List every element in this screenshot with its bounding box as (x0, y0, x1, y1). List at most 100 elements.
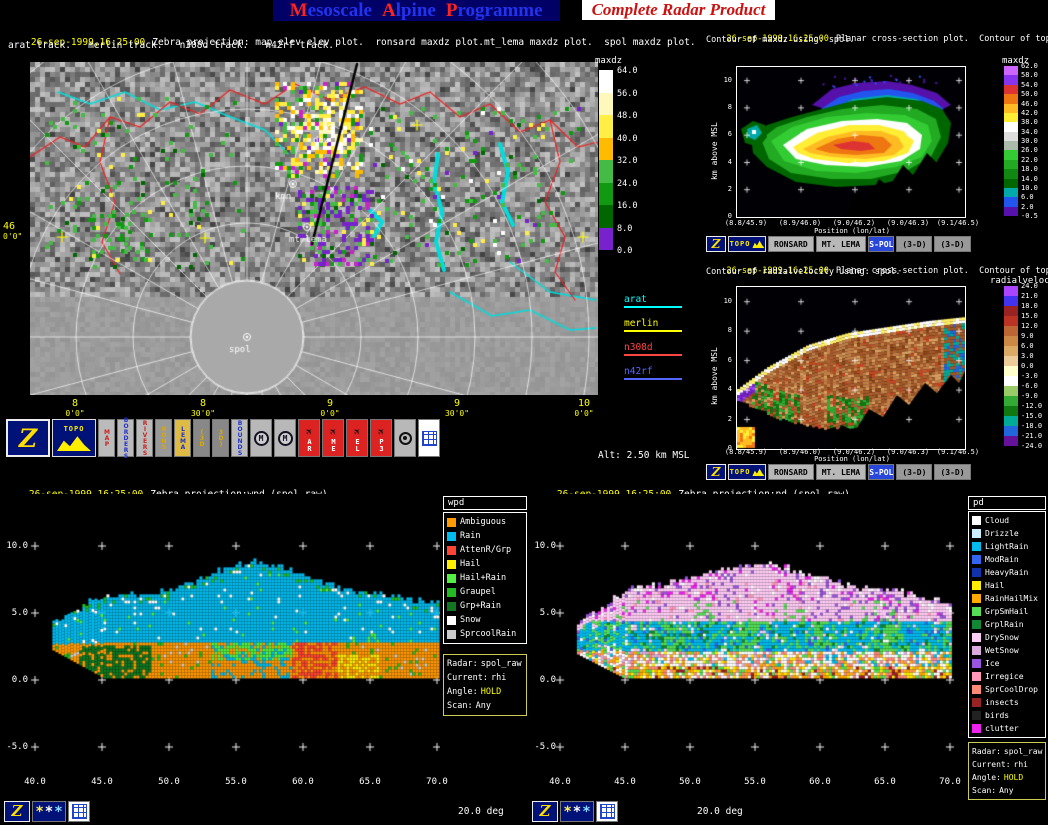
xsec-maxdz-button-zebra[interactable]: Z (706, 236, 726, 252)
button-label: 3D) (217, 429, 225, 447)
map-toolbar-button-3d-close[interactable]: 3D) (212, 419, 229, 457)
xsec-velocity-button-topo[interactable]: TOPO (728, 464, 766, 480)
map-toolbar-button-topo[interactable]: TOPO (52, 419, 96, 457)
xsec-velocity-button-s-pol[interactable]: S-POL (868, 464, 895, 480)
xsec-velocity-button-zebra[interactable]: Z (706, 464, 726, 480)
map-toolbar-button-borders[interactable]: BORDERS (117, 417, 134, 459)
wpd-x-tick: 55.0 (225, 777, 247, 787)
wpd-status-angle: Angle: HOLD (447, 685, 523, 699)
xsec-maxdz-colorbar (1004, 66, 1018, 216)
xsec-velocity-button-ronsard[interactable]: RONSARD (768, 464, 814, 480)
app-title: Mesoscale Alpine Programme (272, 0, 560, 21)
wpd-button-zebra[interactable]: Z (4, 801, 30, 822)
map-toolbar-button-track-merlin[interactable]: ✈ ME (322, 419, 344, 457)
map-toolbar-button-rons[interactable]: RONS (155, 419, 172, 457)
title-word: Mesoscale (290, 0, 372, 21)
legend-swatch (972, 672, 981, 681)
wpd-button-grid[interactable] (68, 801, 90, 822)
colorbar-segment (1004, 356, 1018, 366)
xsec-velocity-plot[interactable] (736, 286, 966, 450)
colorbar-tick-label: 15.0 (1021, 312, 1038, 320)
mountain-icon (752, 468, 765, 476)
colorbar-tick-label: 48.0 (617, 111, 638, 121)
xsec-maxdz-button-3d-left[interactable]: (3-D) (896, 236, 933, 252)
map-lon-tick: 9 30'0" (437, 399, 477, 419)
map-toolbar-button-m-left[interactable]: M (250, 419, 272, 457)
map-toolbar-button-range-rings[interactable] (394, 419, 416, 457)
pd-status-radar: Radar: spol_raw (972, 745, 1042, 758)
map-toolbar-button-m-right[interactable]: M (274, 419, 296, 457)
xsec-maxdz-button-mt-lema[interactable]: MT. LEMA (815, 236, 867, 252)
map-toolbar-button-lema[interactable]: LEMA (174, 419, 191, 457)
map-lon-tick: 9 0'0" (310, 399, 350, 419)
wpd-button-particle-types[interactable]: * * * (32, 801, 66, 822)
map-description-line2: arat track. merlin track. n308d track. n… (8, 40, 335, 51)
colorbar-segment (1004, 103, 1018, 113)
aircraft-track-legend: arat merlin n308d n42rf (624, 294, 696, 390)
xsec-maxdz-plot[interactable] (736, 66, 966, 218)
xsec-maxdz-button-ronsard[interactable]: RONSARD (768, 236, 814, 252)
map-lon-deg: 8 (71, 398, 79, 409)
colorbar-tick-label: 46.0 (1021, 99, 1038, 108)
track-label: arat (624, 294, 647, 305)
xsec-velocity-x-tick: (8.9/46.0) (778, 448, 822, 456)
colorbar-tick-label: 0.0 (1021, 362, 1034, 370)
zebra-logo-icon: Z (539, 802, 551, 820)
xsec-velocity-x-tick: (8.8/45.9) (724, 448, 768, 456)
colorbar-segment (1004, 141, 1018, 151)
xsec-maxdz-button-topo[interactable]: TOPO (728, 236, 766, 252)
pd-x-tick: 70.0 (939, 777, 961, 787)
pd-toolbar: Z * * * (532, 801, 618, 822)
colorbar-segment (1004, 416, 1018, 426)
colorbar-tick-label: 21.0 (1021, 292, 1038, 300)
map-toolbar-button-zebra[interactable]: Z (6, 419, 50, 457)
colorbar-tick-label: -12.0 (1021, 402, 1043, 410)
wpd-rhi-plot[interactable] (0, 494, 440, 800)
colorbar-segment (1004, 112, 1018, 123)
button-label: (3-D) (902, 467, 927, 477)
map-toolbar-button-track-electra[interactable]: ✈ EL (346, 419, 368, 457)
mountain-icon (57, 436, 91, 451)
xsec-velocity-description2: Contour of radialvelocity using: spol. (706, 267, 901, 277)
track-sample-line (624, 306, 682, 308)
legend-item-WetSnow: WetSnow (970, 644, 1044, 657)
map-toolbar-button-map[interactable]: MAP (98, 419, 115, 457)
status-label: Radar: (972, 747, 1001, 756)
legend-swatch (447, 545, 456, 555)
xsec-maxdz-button-s-pol[interactable]: S-POL (868, 236, 895, 252)
legend-entry-label: insects (985, 698, 1019, 707)
xsec-velocity-button-3d-left[interactable]: (3-D) (896, 464, 933, 480)
legend-item-Ambiguous: Ambiguous (445, 515, 525, 529)
legend-item-RainHailMix: RainHailMix (970, 592, 1044, 605)
xsec-maxdz-button-3d-right[interactable]: (3-D) (934, 236, 971, 252)
xsec-velocity-button-3d-right[interactable]: (3-D) (934, 464, 971, 480)
airplane-icon: ✈ (301, 422, 317, 439)
xsec-velocity-y-tick: 10 (723, 296, 732, 305)
legend-item-clutter: clutter (970, 722, 1044, 735)
xsec-velocity-button-mt-lema[interactable]: MT. LEMA (815, 464, 867, 480)
map-display[interactable] (30, 62, 598, 395)
map-colorbar-title: maxdz (595, 56, 623, 66)
pd-button-particle-types[interactable]: * * * (560, 801, 594, 822)
button-label: MT. LEMA (821, 467, 861, 477)
track-label: n42rf (624, 366, 653, 377)
map-toolbar-button-grid[interactable] (418, 419, 440, 457)
colorbar-segment (1004, 75, 1018, 85)
button-label: RONSARD (774, 467, 808, 477)
legend-item-SprCoolDrop: SprCoolDrop (970, 683, 1044, 696)
wpd-y-tick: 10.0 (6, 541, 28, 551)
map-toolbar-button-rivers[interactable]: RIVERS (136, 419, 153, 457)
status-value: Any (999, 786, 1014, 795)
xsec-velocity-y-tick: 2 (727, 414, 732, 423)
colorbar-segment (1004, 296, 1018, 306)
pd-button-grid[interactable] (596, 801, 618, 822)
map-toolbar-button-bounds[interactable]: BOUNDS (231, 419, 248, 457)
pd-button-zebra[interactable]: Z (532, 801, 558, 822)
pd-rhi-plot[interactable] (528, 494, 968, 800)
colorbar-tick-label: 30.0 (1021, 137, 1038, 145)
map-toolbar-button-track-arat[interactable]: ✈ AR (298, 419, 320, 457)
snowflake-icon: * (44, 803, 54, 820)
map-toolbar-button-track-p3[interactable]: ✈ P3 (370, 419, 392, 457)
snowflake-icon: * (35, 803, 44, 820)
map-toolbar-button-3d-open[interactable]: (3D (193, 419, 210, 457)
